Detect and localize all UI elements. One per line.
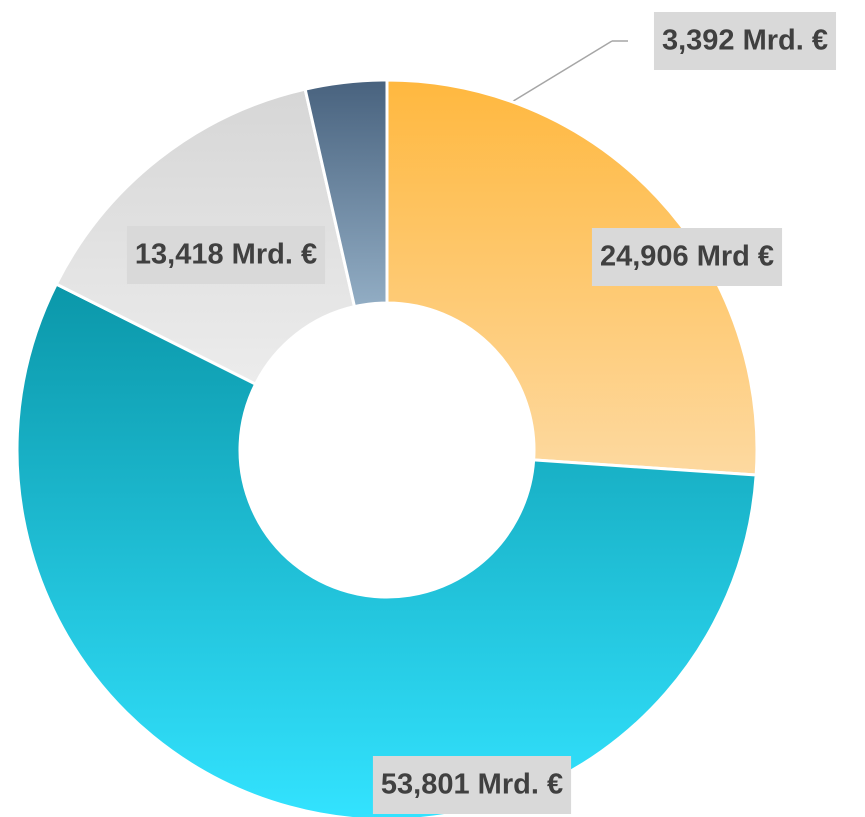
label-box: [126, 226, 326, 284]
donut-segment: [15, 282, 758, 817]
label-box: [591, 228, 783, 286]
donut-segment: [385, 78, 759, 477]
label-box: [372, 756, 572, 814]
label-box: [653, 12, 837, 70]
data-label: 53,801 Mrd. €: [381, 769, 563, 801]
data-label: 13,418 Mrd. €: [135, 239, 317, 271]
donut-segment: [303, 78, 389, 309]
data-label: 3,392 Mrd. €: [662, 25, 828, 57]
data-label: 24,906 Mrd €: [600, 241, 774, 273]
